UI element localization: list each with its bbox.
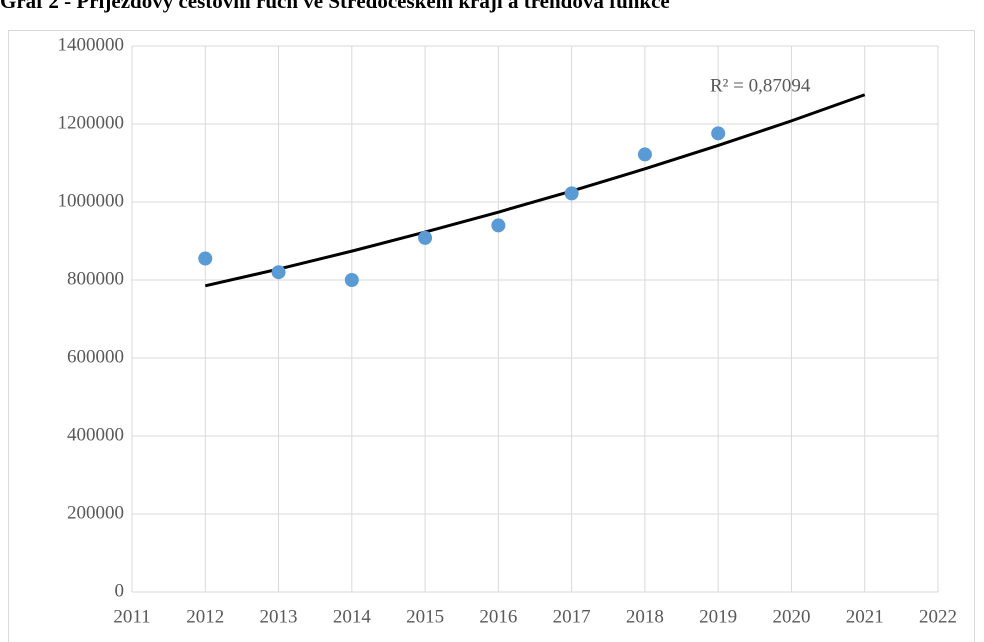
- point: [564, 186, 579, 201]
- x-tick-label: 2011: [113, 606, 150, 627]
- x-tick-label: 2021: [846, 606, 884, 627]
- x-tick-label: 2013: [260, 606, 298, 627]
- chart-border: [8, 30, 975, 642]
- x-tick-label: 2019: [699, 606, 737, 627]
- point: [418, 230, 433, 245]
- x-tick-label: 2020: [772, 606, 810, 627]
- y-tick-label: 600000: [67, 346, 124, 367]
- y-tick-label: 800000: [67, 268, 124, 289]
- y-tick-label: 1000000: [58, 190, 125, 211]
- point: [198, 251, 213, 266]
- y-tick-label: 1200000: [58, 112, 125, 133]
- point: [637, 147, 652, 162]
- y-tick-label: 200000: [67, 502, 124, 523]
- y-tick-label: 400000: [67, 424, 124, 445]
- annotation: R² = 0,87094: [710, 75, 811, 96]
- y-tick-label: 1400000: [58, 34, 125, 55]
- x-tick-label: 2016: [479, 606, 517, 627]
- x-tick-label: 2012: [186, 606, 224, 627]
- x-tick-label: 2014: [333, 606, 372, 627]
- point: [271, 265, 286, 280]
- x-tick-label: 2017: [553, 606, 591, 627]
- x-tick-label: 2018: [626, 606, 664, 627]
- chart-title: Graf 2 - Příjezdový cestovní ruch ve Stř…: [0, 0, 670, 13]
- x-tick-label: 2015: [406, 606, 444, 627]
- y-tick-label: 0: [115, 580, 125, 601]
- x-tick-label: 2022: [919, 606, 957, 627]
- point: [491, 218, 506, 233]
- point: [344, 273, 359, 287]
- trendline: [204, 93, 866, 288]
- point: [711, 126, 726, 141]
